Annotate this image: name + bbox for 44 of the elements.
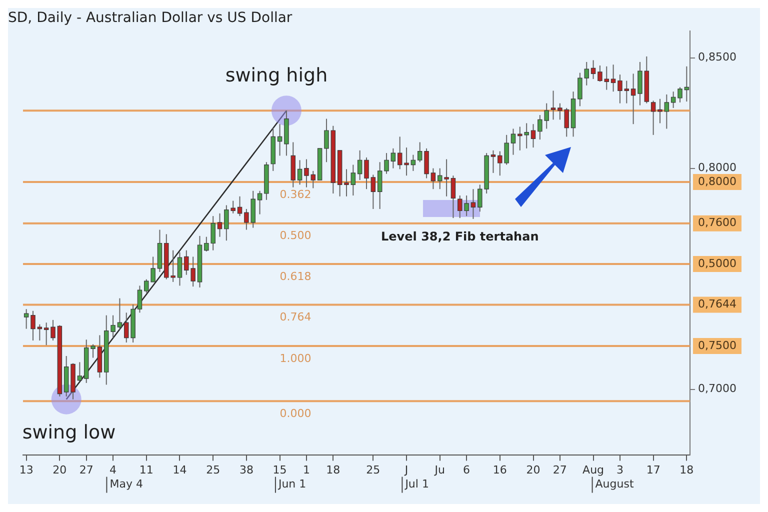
x-tick-label: 15 xyxy=(272,463,287,476)
x-tick-label: 13 xyxy=(19,463,34,476)
x-tick-label: 6 xyxy=(463,463,470,476)
x-tick-label: 27 xyxy=(552,463,567,476)
x-tick-label: 20 xyxy=(52,463,67,476)
x-tick-label: Ju xyxy=(434,463,445,476)
annotation: 0.764 xyxy=(280,310,312,324)
annotation: 0.362 xyxy=(280,188,312,201)
text: Jul 1 xyxy=(404,478,429,491)
x-tick-label: 25 xyxy=(366,463,380,476)
annotation: 0.500 xyxy=(280,229,312,242)
x-tick-label: 38 xyxy=(239,463,254,476)
text: May 4 xyxy=(110,478,143,491)
x-tick-label: 11 xyxy=(139,463,154,476)
x-tick-label: 20 xyxy=(526,463,540,476)
candlestick xyxy=(304,158,309,188)
annotation: 0.618 xyxy=(280,270,312,283)
annotation: 0.000 xyxy=(280,406,312,420)
y-tick-label: 0,7000 xyxy=(698,382,736,396)
x-tick-label: 18 xyxy=(326,463,340,476)
x-tick-label: 1 xyxy=(302,463,310,476)
x-tick-label: 4 xyxy=(110,463,117,476)
x-tick-label: 14 xyxy=(172,463,187,476)
x-tick-label: 25 xyxy=(206,463,220,476)
annotation: swing high xyxy=(225,64,328,87)
text: 0,7600 xyxy=(698,216,736,230)
text: Jun 1 xyxy=(277,478,306,491)
text: 0,7644 xyxy=(698,298,736,311)
text: August xyxy=(595,478,634,491)
y-tick-label: 0,8500 xyxy=(698,50,736,64)
x-tick-label: 16 xyxy=(492,463,507,476)
chart-title: SD, Daily - Australian Dollar vs US Dollar xyxy=(8,10,292,26)
annotation: 1.000 xyxy=(280,352,312,365)
x-tick-label: Aug xyxy=(582,463,604,476)
x-tick-label: 3 xyxy=(616,463,624,476)
annotation: swing low xyxy=(22,421,116,444)
x-tick-label: J xyxy=(404,463,408,476)
x-tick-label: 17 xyxy=(646,463,660,476)
y-tick-label: 0,8000 xyxy=(698,161,736,174)
text: 0,5000 xyxy=(698,256,736,270)
text: 0,7500 xyxy=(698,338,736,352)
annotation: Level 38,2 Fib tertahan xyxy=(381,229,539,244)
x-tick-label: 18 xyxy=(680,463,694,476)
x-tick-label: 27 xyxy=(79,463,94,476)
